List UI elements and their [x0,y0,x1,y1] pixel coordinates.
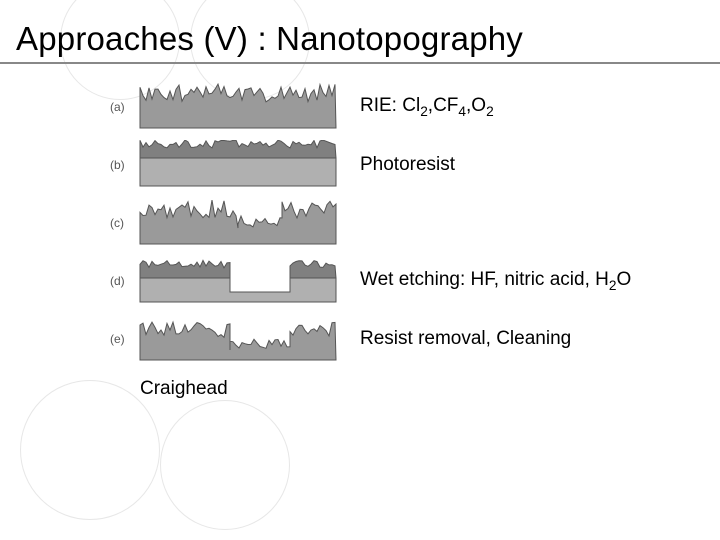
process-step-row: (b) Photoresist [110,140,720,190]
step-label: (e) [110,332,138,346]
step-diagram [138,314,338,364]
step-caption: Resist removal, Cleaning [338,328,571,350]
step-caption: RIE: Cl2,CF4,O2 [338,95,494,119]
step-caption: Wet etching: HF, nitric acid, H2O [338,269,631,293]
step-diagram [138,198,338,248]
step-diagram [138,140,338,190]
step-label: (d) [110,274,138,288]
process-step-row: (d) Wet etching: HF, nitric acid, H2O [110,256,720,306]
process-steps: (a) RIE: Cl2,CF4,O2 (b) Photoresist (c) (d) We… [0,82,720,364]
step-label: (a) [110,100,138,114]
slide-title: Approaches (V) : Nanotopography [0,0,720,62]
process-step-row: (e) Resist removal, Cleaning [110,314,720,364]
process-step-row: (c) [110,198,720,248]
step-label: (c) [110,216,138,230]
title-underline [0,62,720,64]
attribution: Craighead [140,378,720,400]
step-diagram [138,256,338,306]
process-step-row: (a) RIE: Cl2,CF4,O2 [110,82,720,132]
bg-circle [20,380,160,520]
step-diagram [138,82,338,132]
bg-circle [160,400,290,530]
step-label: (b) [110,158,138,172]
step-caption: Photoresist [338,154,455,176]
